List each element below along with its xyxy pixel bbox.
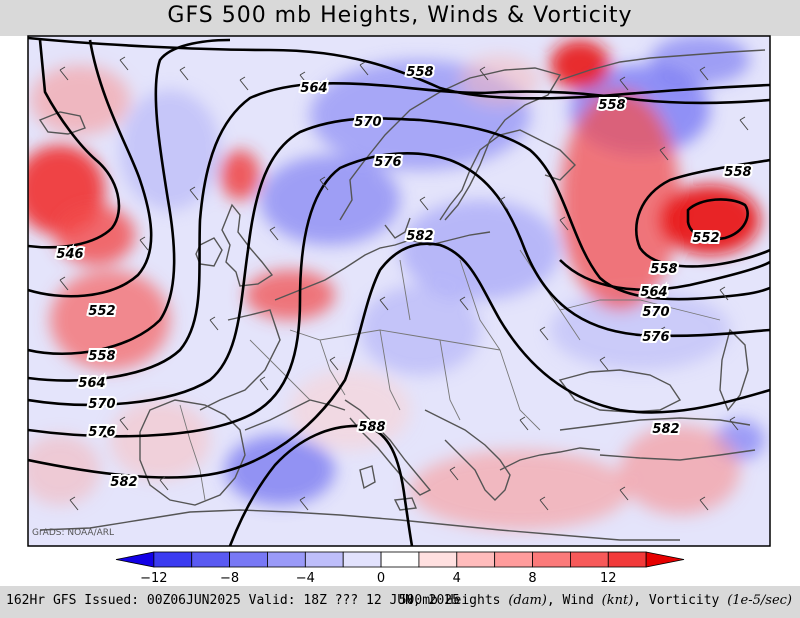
wind-units: (knt) xyxy=(601,593,634,608)
vorticity-field xyxy=(28,36,765,530)
contour-label: 570 xyxy=(642,305,669,320)
vort-label: , Vorticity xyxy=(633,593,728,608)
colorbar-segment xyxy=(267,551,306,568)
height-units: (dam) xyxy=(508,593,547,608)
field-description: 500mb Heights (dam), Wind (knt), Vortici… xyxy=(399,593,792,608)
colorbar-segment xyxy=(380,551,420,568)
wind-barbs xyxy=(59,56,749,511)
issue-info: 162Hr GFS Issued: 00Z06JUN2025 Valid: 18… xyxy=(6,593,460,608)
colorbar-tick-label: −12 xyxy=(140,571,167,586)
colorbar-segment xyxy=(304,551,344,568)
contour-label: 558 xyxy=(406,65,433,80)
contour-label: 570 xyxy=(88,397,115,412)
colorbar-segment xyxy=(494,551,533,568)
colorbar-tick-label: 12 xyxy=(600,571,617,586)
colorbar-segment xyxy=(229,551,268,568)
contour-label: 552 xyxy=(88,304,115,319)
colorbar-tick-label: 0 xyxy=(377,571,385,586)
contour-label-group: 564 558 558 570 576 546 552 558 564 570 … xyxy=(54,63,753,492)
vort-units: (1e-5/sec) xyxy=(727,593,792,608)
contour-label: 582 xyxy=(652,422,679,437)
contour-label: 546 xyxy=(56,247,83,262)
contour-label: 558 xyxy=(650,262,677,277)
colorbar-segment xyxy=(115,551,155,568)
chart-title: GFS 500 mb Heights, Winds & Vorticity xyxy=(167,3,633,28)
colorbar-segment xyxy=(191,551,231,568)
colorbar-segment xyxy=(570,551,609,568)
colorbar-segment xyxy=(607,551,647,568)
colorbar-segment xyxy=(532,551,571,568)
contour-label: 564 xyxy=(640,285,667,300)
colorbar-segment xyxy=(153,551,193,568)
colorbar-tick-label: 4 xyxy=(453,571,461,586)
map-frame xyxy=(27,35,771,547)
colorbar-segment xyxy=(645,551,685,568)
colorbar-tick-label: 8 xyxy=(528,571,536,586)
contour-label: 558 xyxy=(88,349,115,364)
contour-label: 576 xyxy=(88,425,115,440)
contour-label: 552 xyxy=(692,231,719,246)
footer-bar xyxy=(0,586,800,618)
contour-label: 564 xyxy=(300,81,327,96)
contour-label: 582 xyxy=(406,229,433,244)
contour-label: 558 xyxy=(598,98,625,113)
contour-label: 576 xyxy=(642,330,669,345)
colorbar-tick-label: −4 xyxy=(296,571,315,586)
colorbar-tick-label: −8 xyxy=(220,571,239,586)
colorbar-segment xyxy=(342,551,382,568)
contour-label: 564 xyxy=(78,376,105,391)
wind-label: , Wind xyxy=(546,593,602,608)
contour-label: 558 xyxy=(724,165,751,180)
coastlines xyxy=(38,49,766,541)
title-bar xyxy=(0,0,800,36)
height-contours xyxy=(28,36,770,546)
contour-label: 576 xyxy=(374,155,401,170)
credit-text: GrADS: NOAA/ARL xyxy=(32,528,115,538)
colorbar-segment xyxy=(456,551,496,568)
contour-label: 570 xyxy=(354,115,381,130)
colorbar: −12 −8 −4 0 4 8 12 xyxy=(115,551,685,586)
colorbar-segment xyxy=(418,551,458,568)
contour-label: 582 xyxy=(110,475,137,490)
field-prefix: 500mb Heights xyxy=(398,593,509,608)
contour-label: 588 xyxy=(358,420,385,435)
